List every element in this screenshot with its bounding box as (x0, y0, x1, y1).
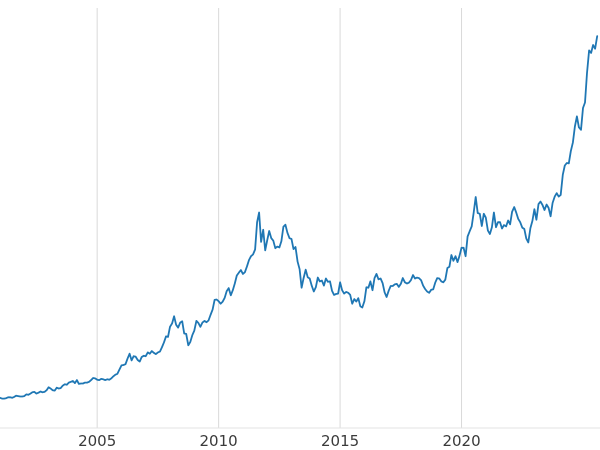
x-axis-tick-label: 2015 (321, 432, 359, 450)
price-series-line (0, 35, 599, 400)
x-axis-tick-label: 2010 (200, 432, 238, 450)
x-axis-tick-label: 2020 (442, 432, 480, 450)
x-axis-tick-label: 2005 (78, 432, 116, 450)
